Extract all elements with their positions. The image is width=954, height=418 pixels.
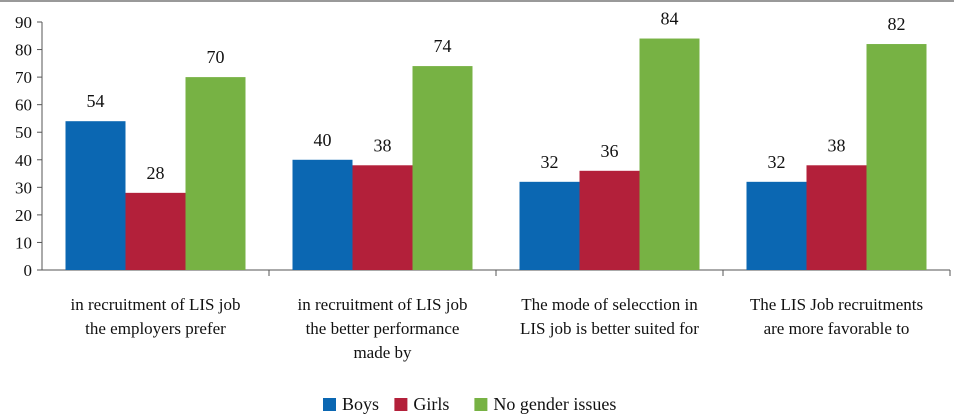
data-label-boys: 54 [87,91,105,111]
y-tick-label: 40 [15,151,32,170]
data-label-girls: 38 [374,135,392,155]
y-tick-label: 20 [15,206,32,225]
bar-girls [352,165,413,270]
category-label-line: the better performance [306,319,460,338]
data-label-girls: 38 [828,135,846,155]
data-label-girls: 36 [601,141,619,161]
category-label-line: in recruitment of LIS job [71,295,241,314]
category-label-line: The mode of selecction in [521,295,698,314]
bar-no-gender-issues [185,77,246,270]
y-tick-label: 60 [15,96,32,115]
bar-boys [292,159,353,270]
legend-label-girls: Girls [413,394,449,414]
data-label-no-gender-issues: 74 [434,36,452,56]
category-label-line: LIS job is better suited for [520,319,699,338]
y-tick-label: 10 [15,233,32,252]
data-label-no-gender-issues: 82 [888,14,906,34]
legend-swatch-boys [323,398,336,411]
legend-label-no-gender-issues: No gender issues [493,394,616,414]
bar-no-gender-issues [866,44,927,270]
data-label-boys: 32 [541,152,559,172]
y-tick-label: 30 [15,178,32,197]
bar-boys [746,181,807,270]
y-tick-label: 50 [15,123,32,142]
category-label-line: The LIS Job recruitments [750,295,923,314]
y-tick-label: 0 [24,261,33,280]
bar-boys [519,181,580,270]
data-label-girls: 28 [147,163,165,183]
y-tick-label: 70 [15,68,32,87]
data-label-no-gender-issues: 70 [207,47,225,67]
legend-swatch-girls [394,398,408,411]
bar-girls [806,165,867,270]
category-label-line: made by [353,343,412,362]
bar-girls [125,192,186,270]
y-tick-label: 80 [15,41,32,60]
legend-label-boys: Boys [342,394,379,414]
data-label-boys: 32 [768,152,786,172]
y-tick-label: 90 [15,13,32,32]
category-label-line: in recruitment of LIS job [298,295,468,314]
bar-boys [65,121,126,270]
category-label-line: are more favorable to [764,319,910,338]
bar-no-gender-issues [412,66,473,270]
bar-no-gender-issues [639,38,700,271]
bar-girls [579,170,640,270]
data-label-no-gender-issues: 84 [661,9,679,29]
data-label-boys: 40 [314,130,332,150]
category-label-line: the employers prefer [85,319,226,338]
legend-swatch-no-gender-issues [474,398,488,411]
